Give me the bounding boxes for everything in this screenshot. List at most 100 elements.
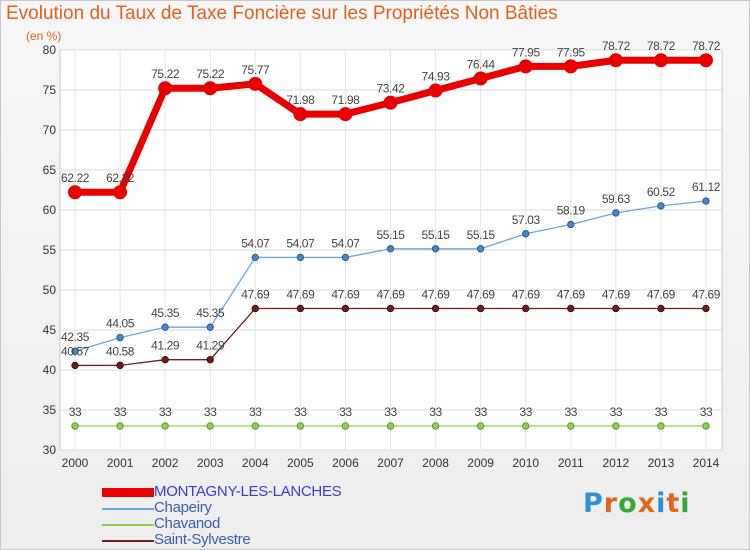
data-point — [476, 245, 485, 253]
logo-letter: r — [603, 488, 619, 519]
x-tick-label: 2006 — [332, 456, 359, 470]
data-label: 33 — [339, 405, 352, 419]
legend-swatch — [102, 488, 154, 497]
data-point — [476, 422, 485, 430]
data-point — [567, 220, 575, 229]
x-tick-label: 2001 — [107, 456, 134, 470]
data-point — [386, 304, 395, 313]
data-label: 44.05 — [106, 317, 135, 331]
data-label: 47.69 — [241, 287, 270, 301]
y-tick-label: 60 — [43, 203, 57, 217]
chart-title: Evolution du Taux de Taxe Foncière sur l… — [6, 3, 558, 24]
data-point — [251, 253, 259, 262]
data-point — [206, 323, 214, 331]
data-label: 75.77 — [241, 63, 270, 77]
x-tick-label: 2009 — [467, 456, 494, 470]
data-label: 33 — [114, 405, 127, 419]
data-label: 40.58 — [106, 344, 135, 358]
data-label: 58.19 — [557, 203, 586, 217]
legend-label: Chapeiry — [154, 499, 212, 516]
x-tick-label: 2004 — [242, 456, 269, 470]
data-label: 71.98 — [331, 93, 360, 107]
legend-label: Chavanod — [154, 515, 220, 532]
data-point — [158, 81, 173, 96]
data-label: 54.07 — [241, 236, 270, 250]
data-point — [206, 422, 214, 430]
data-label: 33 — [294, 405, 307, 419]
logo-letter: P — [583, 488, 604, 519]
data-point — [116, 333, 124, 342]
data-label: 61.12 — [692, 180, 721, 194]
data-label: 77.95 — [512, 45, 541, 59]
data-point — [161, 323, 169, 331]
y-unit-label: (en %) — [26, 29, 62, 43]
y-tick-label: 55 — [43, 243, 57, 257]
data-label: 55.15 — [422, 228, 451, 242]
data-label: 76.44 — [467, 57, 496, 71]
x-tick-label: 2011 — [558, 456, 584, 470]
data-point — [203, 81, 218, 96]
data-point — [161, 422, 169, 430]
x-tick-label: 2002 — [152, 456, 179, 470]
data-point — [116, 361, 124, 370]
data-label: 33 — [429, 405, 442, 419]
logo-letter: t — [666, 488, 681, 519]
data-label: 78.72 — [692, 39, 721, 53]
x-tick-label: 2007 — [377, 456, 404, 470]
data-point — [653, 53, 668, 68]
data-point — [386, 245, 395, 253]
data-point — [341, 253, 350, 262]
data-label: 62.22 — [61, 171, 90, 185]
data-point — [612, 422, 620, 430]
data-label: 45.35 — [151, 306, 180, 320]
data-label: 33 — [474, 405, 487, 419]
data-label: 59.63 — [602, 192, 631, 206]
y-tick-label: 40 — [43, 363, 57, 377]
data-label: 33 — [249, 405, 262, 419]
x-tick-label: 2013 — [648, 456, 675, 470]
data-point — [206, 355, 214, 364]
legend-label: Saint-Sylvestre — [154, 531, 251, 548]
data-label: 47.69 — [331, 287, 360, 301]
data-point — [476, 304, 485, 313]
data-label: 60.52 — [647, 185, 676, 199]
data-label: 33 — [204, 405, 217, 419]
data-label: 71.98 — [286, 93, 315, 107]
x-tick-label: 2014 — [693, 456, 720, 470]
data-point — [383, 95, 398, 110]
data-point — [657, 422, 665, 430]
proxiti-logo: Proxiti — [583, 488, 691, 519]
data-label: 33 — [565, 405, 578, 419]
y-tick-label: 75 — [43, 83, 57, 97]
data-label: 54.07 — [286, 236, 315, 250]
data-point — [296, 304, 305, 313]
data-label: 78.72 — [602, 39, 631, 53]
data-label: 47.69 — [376, 287, 405, 301]
data-label: 78.72 — [647, 39, 676, 53]
data-point — [702, 304, 710, 313]
data-point — [68, 185, 82, 200]
data-point — [522, 304, 530, 313]
data-label: 47.69 — [286, 287, 315, 301]
data-point — [431, 245, 440, 253]
data-label: 75.22 — [196, 67, 225, 81]
x-tick-label: 2012 — [603, 456, 630, 470]
y-tick-label: 50 — [43, 283, 57, 297]
data-label: 74.93 — [422, 70, 451, 84]
data-point — [563, 59, 578, 74]
legend-swatch — [102, 540, 154, 542]
data-point — [71, 422, 79, 430]
y-tick-label: 35 — [43, 403, 57, 417]
legend-swatch — [102, 524, 154, 526]
data-point — [251, 422, 259, 430]
data-point — [699, 53, 713, 68]
data-point — [612, 304, 620, 313]
data-point — [248, 76, 263, 91]
data-label: 41.29 — [151, 339, 180, 353]
data-point — [431, 422, 440, 430]
x-tick-label: 2000 — [62, 456, 89, 470]
x-tick-label: 2005 — [287, 456, 314, 470]
data-point — [251, 304, 259, 313]
data-label: 33 — [519, 405, 532, 419]
